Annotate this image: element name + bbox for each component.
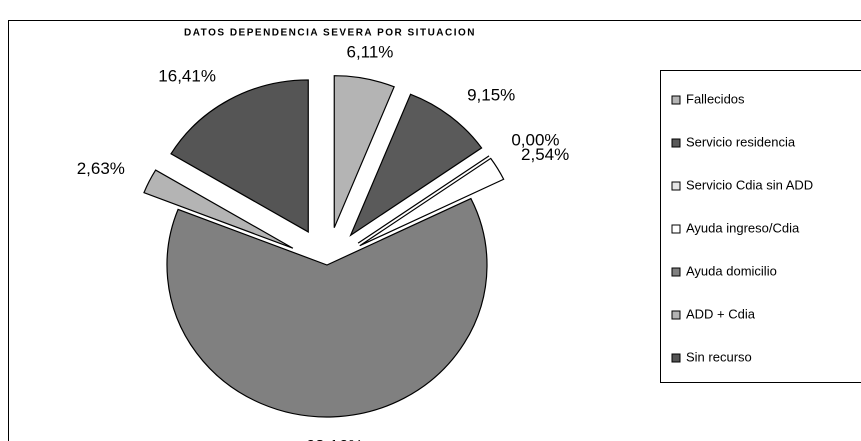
- pie-slice: [333, 75, 395, 228]
- legend-swatch: [671, 353, 681, 363]
- value-label: 6,11%: [346, 43, 393, 62]
- value-label: 2,63%: [77, 159, 125, 178]
- legend-label: Servicio residencia: [686, 134, 796, 149]
- legend-swatch: [671, 138, 681, 148]
- value-label: 2,54%: [521, 145, 569, 164]
- legend-label: Ayuda ingreso/Cdia: [686, 220, 800, 235]
- pie-slice: [166, 197, 488, 418]
- legend-label: Servicio Cdia sin ADD: [686, 177, 813, 192]
- legend-label: Ayuda domicilio: [686, 263, 777, 278]
- legend-swatch: [671, 267, 681, 277]
- value-label: 63,16%: [306, 437, 364, 441]
- legend-swatch: [671, 181, 681, 191]
- legend-label: Sin recurso: [686, 349, 752, 364]
- legend-label: Fallecidos: [686, 91, 745, 106]
- legend-swatch: [671, 310, 681, 320]
- value-label: 0,00%: [511, 130, 559, 149]
- pie-slice: [357, 155, 490, 244]
- chart-title: DATOS DEPENDENCIA SEVERA POR SITUACION: [184, 28, 476, 39]
- pie-slice: [359, 157, 505, 247]
- pie-slice: [170, 79, 309, 233]
- legend-swatch: [671, 224, 681, 234]
- legend-label: ADD + Cdia: [686, 306, 756, 321]
- value-label: 9,15%: [467, 85, 515, 104]
- legend-swatch: [671, 95, 681, 105]
- pie-slice: [143, 169, 294, 249]
- value-label: 16,41%: [158, 67, 216, 86]
- pie-slice: [349, 93, 483, 237]
- legend-box: [660, 70, 861, 383]
